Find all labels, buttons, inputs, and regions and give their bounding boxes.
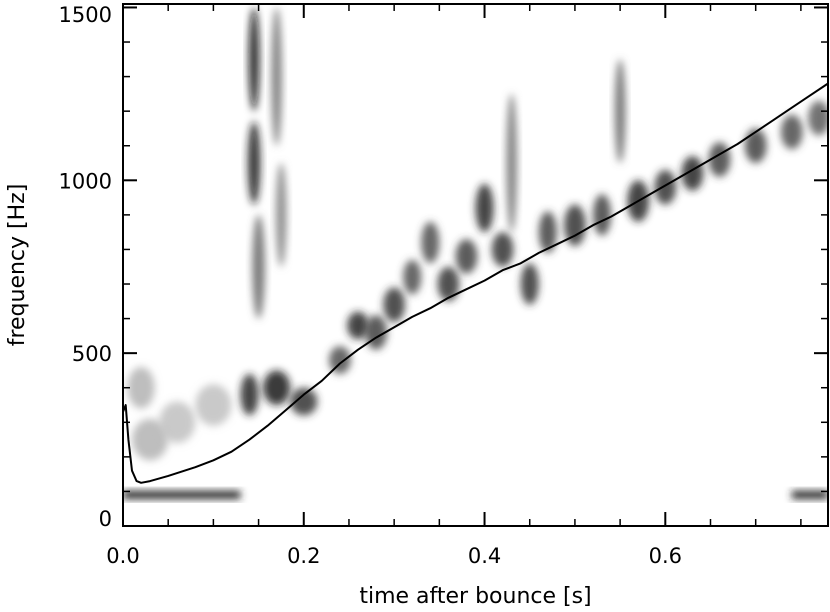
heatmap-blob-11 xyxy=(383,287,405,323)
heatmap-layer xyxy=(123,7,828,499)
heatmap-blob-16 xyxy=(475,183,494,233)
heatmap-blob-8 xyxy=(329,346,351,374)
heatmap-blob-2 xyxy=(252,214,265,319)
y-tick-label-1: 500 xyxy=(72,342,112,366)
x-tick-label-2: 0.4 xyxy=(468,544,501,568)
x-tick-label-1: 0.2 xyxy=(287,544,320,568)
heatmap-blob-19 xyxy=(520,263,539,305)
heatmap-blob-28 xyxy=(744,128,767,164)
x-axis-title: time after bounce [s] xyxy=(359,584,591,609)
heatmap-blob-32 xyxy=(132,418,169,461)
heatmap-blob-17 xyxy=(491,232,514,267)
heatmap-blob-34 xyxy=(195,384,232,426)
heatmap-blob-25 xyxy=(654,169,677,205)
overlay-line-layer xyxy=(123,82,828,484)
heatmap-blob-3 xyxy=(271,7,283,146)
heatmap-blob-30 xyxy=(808,100,828,136)
x-axis: 0.0 0.2 0.4 0.6 xyxy=(106,4,802,568)
heatmap-blob-7 xyxy=(290,387,318,416)
heatmap-blob-1 xyxy=(247,121,261,205)
heatmap-blob-12 xyxy=(403,259,422,295)
heatmap-blob-23 xyxy=(614,59,626,164)
heatmap-blob-9 xyxy=(347,311,369,340)
heatmap-blob-33 xyxy=(159,401,196,444)
y-axis-title: frequency [Hz] xyxy=(5,184,30,347)
baseline-band-end xyxy=(791,490,828,499)
heatmap-blob-5 xyxy=(240,373,259,416)
heatmap-blob-13 xyxy=(421,221,440,264)
heatmap-blob-0 xyxy=(248,7,260,112)
heatmap-blob-31 xyxy=(127,366,155,409)
y-tick-label-2: 1000 xyxy=(59,169,112,193)
heatmap-blob-18 xyxy=(506,93,518,233)
y-tick-label-0: 0 xyxy=(99,507,112,531)
heatmap-blob-21 xyxy=(564,204,586,246)
heatmap-blob-20 xyxy=(538,211,557,253)
heatmap-blob-26 xyxy=(681,156,704,191)
heatmap-blob-29 xyxy=(781,114,803,150)
plot-frame xyxy=(122,3,829,527)
y-axis: 0 500 1000 1500 xyxy=(59,3,828,531)
x-tick-label-0: 0.0 xyxy=(106,544,139,568)
x-tick-label-3: 0.6 xyxy=(649,544,682,568)
frequency-track-line xyxy=(123,82,828,484)
y-tick-label-3: 1500 xyxy=(59,3,112,27)
heatmap-blob-6 xyxy=(263,370,291,406)
heatmap-blob-15 xyxy=(455,239,478,274)
heatmap-blob-14 xyxy=(437,266,460,302)
heatmap-blob-22 xyxy=(593,194,612,236)
heatmap-blob-4 xyxy=(275,163,287,267)
baseline-band-start xyxy=(123,490,241,499)
